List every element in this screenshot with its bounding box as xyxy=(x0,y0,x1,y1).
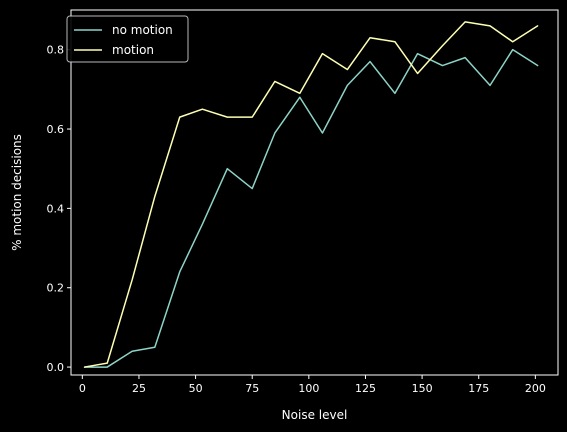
y-tick-label: 0.0 xyxy=(47,361,65,374)
x-axis-ticks: 0 25 50 75 100 125 150 175 200 xyxy=(79,375,546,395)
y-tick-label: 0.8 xyxy=(47,44,65,57)
y-axis-label: % motion decisions xyxy=(10,134,24,251)
legend-label: no motion xyxy=(112,23,173,37)
y-tick-label: 0.6 xyxy=(47,123,65,136)
x-axis-label: Noise level xyxy=(282,408,348,422)
x-tick-label: 150 xyxy=(412,382,433,395)
y-tick-label: 0.2 xyxy=(47,282,65,295)
x-tick-label: 200 xyxy=(525,382,546,395)
series-group xyxy=(83,21,539,368)
y-axis-ticks: 0.0 0.2 0.4 0.6 0.8 xyxy=(47,44,71,374)
x-tick-label: 50 xyxy=(189,382,203,395)
legend-label: motion xyxy=(112,43,154,57)
x-tick-label: 100 xyxy=(298,382,319,395)
x-tick-label: 0 xyxy=(79,382,86,395)
x-tick-label: 25 xyxy=(132,382,146,395)
x-tick-label: 75 xyxy=(245,382,259,395)
series-line-motion xyxy=(83,21,539,368)
axes-frame xyxy=(70,9,559,376)
y-tick-label: 0.4 xyxy=(47,202,65,215)
x-tick-label: 125 xyxy=(355,382,376,395)
x-tick-label: 175 xyxy=(468,382,489,395)
legend: no motion motion xyxy=(66,15,189,63)
series-line-no-motion xyxy=(83,48,539,368)
